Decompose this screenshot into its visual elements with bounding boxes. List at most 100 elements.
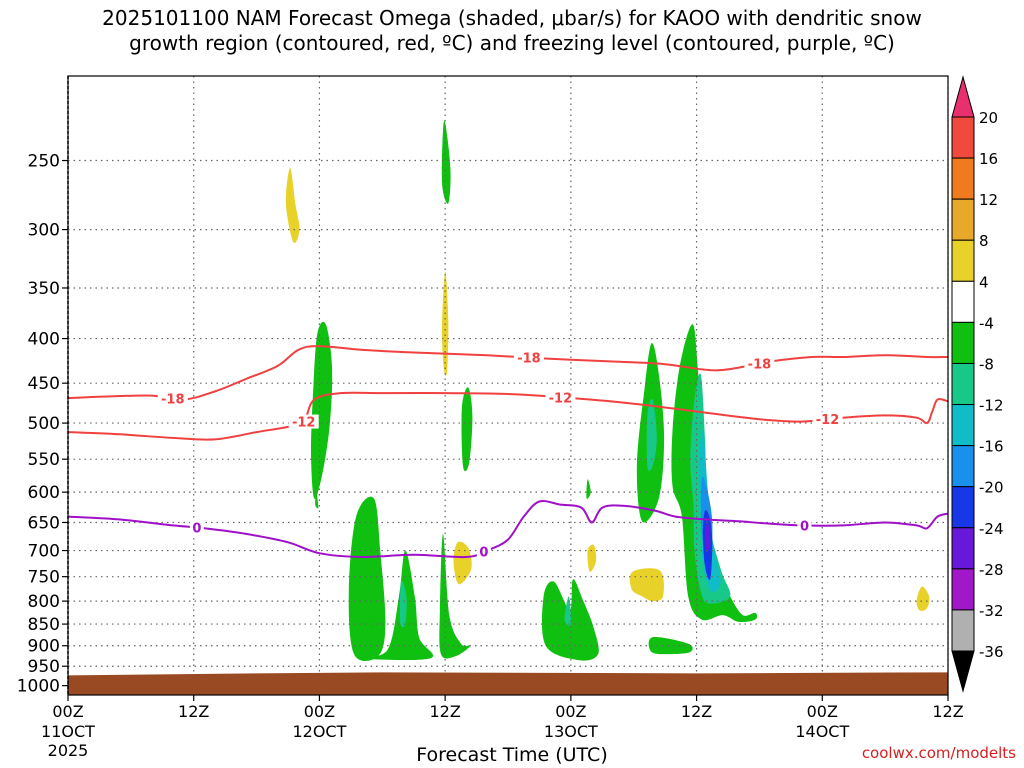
- x-tick-label: 12Z: [429, 702, 460, 721]
- colorbar-label: 20: [979, 109, 998, 127]
- colorbar-label: -28: [979, 561, 1004, 579]
- colorbar-label: -20: [979, 479, 1004, 497]
- y-tick-label: 450: [28, 374, 60, 394]
- contour-label-bg: [797, 518, 812, 533]
- y-tick-label: 600: [28, 483, 60, 503]
- ground-layer: [68, 672, 948, 695]
- colorbar: 20 16 12 8 4 -4 -8 -12 -16 -20 -24 -28 -32 -36: [951, 75, 1004, 693]
- contour-label: -18: [748, 357, 772, 372]
- y-tick-label: 950: [28, 657, 60, 677]
- colorbar-segment: [951, 321, 975, 364]
- omega-region: [348, 496, 386, 662]
- contour-layer: -18 -18 -18 -12 -12 -12 0 0 0: [67, 345, 949, 561]
- colorbar-label: 16: [979, 150, 998, 168]
- y-tick-label: 500: [28, 414, 60, 434]
- colorbar-segment: [951, 239, 975, 282]
- omega-region: [439, 533, 471, 659]
- omega-region: [441, 120, 451, 204]
- y-tick-label: 700: [28, 542, 60, 562]
- x-tick-label: 12Z: [178, 702, 209, 721]
- chart-title: 2025101100 NAM Forecast Omega (shaded, μ…: [0, 6, 1024, 56]
- contour-label-bg: [545, 390, 576, 405]
- colorbar-top-arrow: [951, 75, 975, 118]
- omega-region: [646, 398, 657, 472]
- colorbar-label: 4: [979, 273, 989, 291]
- contour-label: -12: [292, 416, 316, 431]
- omega-region: [916, 586, 930, 611]
- x-tick-label: 12Z: [932, 702, 963, 721]
- colorbar-label: 8: [979, 232, 989, 250]
- contour-label-bg: [812, 412, 843, 427]
- contour-m12: -12 -12 -12: [67, 390, 949, 441]
- x-tick-date: 11OCT: [41, 722, 95, 741]
- colorbar-label: -32: [979, 602, 1004, 620]
- colorbar-label: -4: [979, 314, 994, 332]
- contour-label: -18: [161, 392, 185, 407]
- contour-label: 0: [800, 519, 809, 534]
- contour-line: [67, 391, 949, 441]
- omega-region: [399, 580, 407, 628]
- x-tick-label: 00Z: [555, 702, 586, 721]
- omega-region: [285, 168, 300, 244]
- colorbar-label: -36: [979, 643, 1004, 661]
- contour-label: 0: [479, 546, 488, 561]
- y-tick-label: 850: [28, 615, 60, 635]
- omega-region: [564, 596, 572, 626]
- contour-label: 0: [192, 522, 201, 537]
- contour-0: 0 0 0: [67, 500, 949, 561]
- x-tick-label: 00Z: [304, 702, 335, 721]
- y-tick-label: 350: [28, 279, 60, 299]
- contour-label-bg: [513, 350, 544, 365]
- colorbar-segment: [951, 198, 975, 241]
- omega-shading-layer: [285, 120, 930, 662]
- contour-label-bg: [744, 356, 775, 371]
- omega-region: [587, 544, 597, 572]
- omega-region: [315, 492, 319, 509]
- contour-label-bg: [476, 544, 491, 559]
- colorbar-segment: [951, 362, 975, 406]
- omega-region: [704, 522, 711, 551]
- colorbar-segment: [951, 280, 975, 323]
- y-tick-label: 900: [28, 637, 60, 657]
- axes-layer: 2503003504004505005506006507007508008509…: [17, 75, 964, 760]
- chart-title-line2: growth region (contoured, red, ºC) and f…: [129, 31, 895, 55]
- y-tick-label: 800: [28, 592, 60, 612]
- y-tick-label: 650: [28, 513, 60, 533]
- omega-region: [671, 324, 758, 623]
- omega-region: [453, 541, 472, 585]
- x-tick-year: 2025: [48, 741, 89, 760]
- colorbar-segment: [951, 445, 975, 488]
- x-tick-label: 12Z: [681, 702, 712, 721]
- colorbar-segment: [951, 609, 975, 652]
- colorbar-label: -8: [979, 355, 994, 373]
- contour-line: [67, 345, 949, 401]
- contour-label-bg: [288, 414, 319, 429]
- y-tick-label: 400: [28, 330, 60, 350]
- colorbar-segment: [951, 568, 975, 611]
- colorbar-segment: [951, 486, 975, 529]
- contour-label: -18: [517, 352, 541, 367]
- colorbar-label: -16: [979, 438, 1004, 456]
- credit-text: coolwx.com/modelts: [861, 744, 1016, 762]
- colorbar-segment: [951, 527, 975, 570]
- y-tick-label: 550: [28, 450, 60, 470]
- colorbar-label: -12: [979, 397, 1004, 415]
- contour-label: -12: [816, 413, 840, 428]
- omega-region: [586, 479, 591, 499]
- y-tick-label: 300: [28, 221, 60, 241]
- omega-region: [461, 387, 473, 472]
- chart-title-line1: 2025101100 NAM Forecast Omega (shaded, μ…: [102, 6, 922, 30]
- contour-label: -12: [549, 391, 573, 406]
- contour-label-bg: [157, 391, 188, 406]
- x-tick-label: 00Z: [52, 702, 83, 721]
- y-tick-label: 250: [28, 152, 60, 172]
- omega-region: [648, 636, 693, 655]
- omega-region: [310, 321, 333, 499]
- ground-fill: [68, 672, 948, 695]
- x-tick-date: 12OCT: [292, 722, 346, 741]
- colorbar-segment: [951, 116, 975, 159]
- contour-label-bg: [189, 520, 204, 535]
- y-tick-label: 750: [28, 568, 60, 588]
- contour-line: [67, 500, 949, 559]
